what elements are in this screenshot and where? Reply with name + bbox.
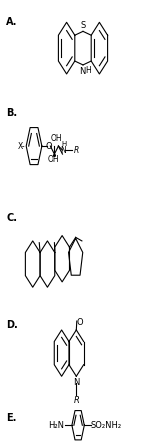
Text: H: H [61, 141, 67, 146]
Text: N: N [79, 67, 85, 76]
Text: OH: OH [48, 155, 59, 164]
Text: O: O [45, 142, 52, 151]
Text: OH: OH [50, 134, 62, 143]
Text: N: N [73, 378, 80, 387]
Text: O: O [77, 318, 83, 327]
Text: E.: E. [6, 413, 17, 423]
Text: H₂N: H₂N [49, 421, 65, 430]
Text: R: R [73, 396, 79, 405]
Text: R: R [74, 146, 79, 155]
Text: D.: D. [6, 320, 18, 330]
Text: N: N [60, 146, 66, 155]
Text: C.: C. [6, 213, 17, 223]
Text: A.: A. [6, 17, 18, 27]
Text: H: H [85, 66, 91, 75]
Text: S: S [80, 21, 86, 30]
Text: B.: B. [6, 108, 17, 118]
Text: X-: X- [18, 142, 25, 151]
Text: SO₂NH₂: SO₂NH₂ [91, 421, 122, 430]
